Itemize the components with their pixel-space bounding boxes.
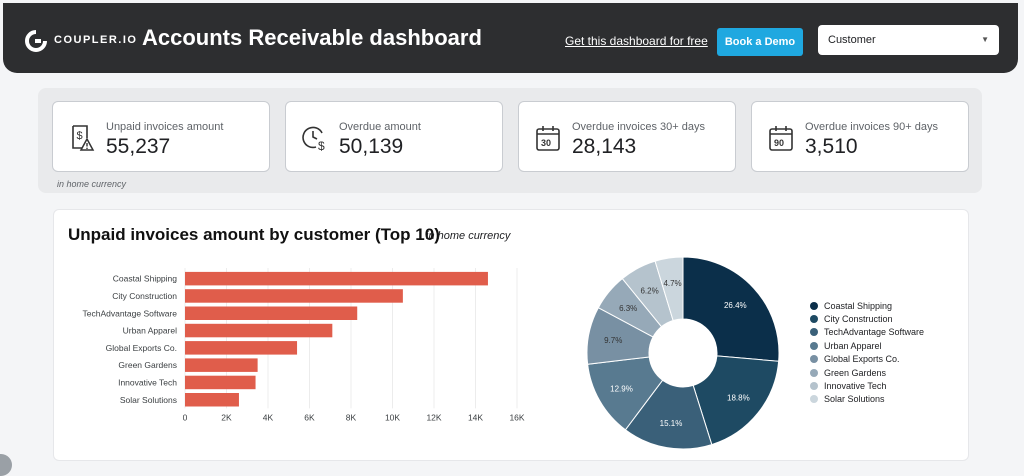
legend-item[interactable]: Green Gardens xyxy=(810,366,924,379)
kpi-label: Unpaid invoices amount xyxy=(106,121,224,133)
category-label: Global Exports Co. xyxy=(106,343,177,353)
calendar-30-icon: 30 xyxy=(536,126,560,151)
kpi-value: 3,510 xyxy=(805,135,858,158)
kpi-value: 50,139 xyxy=(339,135,404,158)
x-tick-label: 14K xyxy=(468,412,483,422)
category-label: Green Gardens xyxy=(118,360,177,370)
slice-label: 6.2% xyxy=(640,286,658,295)
chart-subtitle: in home currency xyxy=(426,230,511,242)
x-tick-label: 0 xyxy=(183,412,188,422)
svg-text:90: 90 xyxy=(774,138,784,148)
bar[interactable] xyxy=(185,358,258,372)
page-title: Accounts Receivable dashboard xyxy=(142,25,482,50)
slice-label: 15.1% xyxy=(660,419,683,428)
legend-label: City Construction xyxy=(824,314,893,325)
x-tick-label: 10K xyxy=(385,412,400,422)
category-label: Solar Solutions xyxy=(120,395,177,405)
legend-swatch xyxy=(810,341,818,350)
corner-handle-icon xyxy=(0,454,12,476)
chevron-down-icon: ▼ xyxy=(981,35,989,44)
legend-swatch xyxy=(810,355,818,364)
legend-item[interactable]: Innovative Tech xyxy=(810,379,924,392)
legend-label: Global Exports Co. xyxy=(824,354,900,365)
legend-item[interactable]: Coastal Shipping xyxy=(810,299,924,312)
slice-label: 6.3% xyxy=(619,304,637,313)
legend-label: Coastal Shipping xyxy=(824,300,893,311)
pie-slice[interactable] xyxy=(692,355,780,446)
slice-label: 4.7% xyxy=(663,279,681,288)
category-label: Urban Apparel xyxy=(123,326,177,336)
x-tick-label: 2K xyxy=(221,412,232,422)
slice-label: 18.8% xyxy=(727,393,750,402)
legend-item[interactable]: Urban Apparel xyxy=(810,339,924,352)
x-tick-label: 16K xyxy=(509,412,524,422)
calendar-90-icon: 90 xyxy=(769,126,793,151)
kpi-card-overdue-30: 30 Overdue invoices 30+ days 28,143 xyxy=(518,101,736,172)
customer-filter-select[interactable]: Customer ▼ xyxy=(818,25,999,55)
header-bar: COUPLER.IO Accounts Receivable dashboard… xyxy=(3,3,1018,73)
category-label: TechAdvantage Software xyxy=(82,308,177,318)
bar[interactable] xyxy=(185,375,256,390)
pie-slice[interactable] xyxy=(624,379,713,450)
chart-legend: Coastal Shipping City Construction TechAdv… xyxy=(810,299,924,406)
bar[interactable] xyxy=(185,393,239,407)
slice-label: 9.7% xyxy=(604,336,622,345)
legend-label: TechAdvantage Software xyxy=(824,327,925,338)
kpi-label: Overdue invoices 90+ days xyxy=(805,121,938,133)
legend-swatch xyxy=(810,368,818,377)
customer-filter-value: Customer xyxy=(828,34,876,46)
bar[interactable] xyxy=(185,306,358,321)
bar-chart: 0 2K 4K 6K 8K 10K 12K 14K 16K Coastal Shipping Cit… xyxy=(82,268,525,422)
slice-label: 26.4% xyxy=(724,301,747,310)
legend-label: Green Gardens xyxy=(824,367,887,378)
coupler-logo-icon[interactable] xyxy=(25,30,47,52)
legend-item[interactable]: Solar Solutions xyxy=(810,393,924,406)
category-label: City Construction xyxy=(112,291,177,301)
bar[interactable] xyxy=(185,323,333,338)
kpi-value: 55,237 xyxy=(106,135,171,158)
bar[interactable] xyxy=(185,341,298,355)
bar[interactable] xyxy=(185,289,403,303)
bar[interactable] xyxy=(185,271,488,286)
clock-dollar-icon: $ xyxy=(302,126,325,152)
legend-item[interactable]: City Construction xyxy=(810,312,924,325)
category-label: Coastal Shipping xyxy=(113,274,178,284)
kpi-label: Overdue invoices 30+ days xyxy=(572,121,705,133)
legend-swatch xyxy=(810,328,818,337)
chart-title: Unpaid invoices amount by customer (Top … xyxy=(68,225,440,244)
legend-swatch xyxy=(810,382,818,391)
svg-text:30: 30 xyxy=(541,138,551,148)
kpi-label: Overdue amount xyxy=(339,121,421,133)
pie-slice[interactable] xyxy=(654,256,684,322)
kpi-card-overdue: $ Overdue amount 50,139 xyxy=(285,101,503,172)
legend-swatch xyxy=(810,315,818,324)
donut-chart: 26.4% 18.8% 15.1% 12.9% 9.7% 6.3%6.2% 4.7% xyxy=(586,256,780,450)
pie-slice[interactable] xyxy=(682,256,780,362)
x-tick-label: 8K xyxy=(346,412,357,422)
legend-label: Innovative Tech xyxy=(824,381,887,392)
currency-note: in home currency xyxy=(57,179,127,189)
svg-text:$: $ xyxy=(318,139,325,152)
legend-label: Solar Solutions xyxy=(824,394,885,405)
book-demo-button[interactable]: Book a Demo xyxy=(717,28,803,56)
legend-item[interactable]: TechAdvantage Software xyxy=(810,326,924,339)
x-tick-label: 12K xyxy=(426,412,441,422)
kpi-card-overdue-90: 90 Overdue invoices 90+ days 3,510 xyxy=(751,101,969,172)
x-tick-label: 6K xyxy=(304,412,315,422)
legend-swatch xyxy=(810,395,818,404)
legend-label: Urban Apparel xyxy=(824,340,882,351)
kpi-card-unpaid: $ Unpaid invoices amount 55,237 xyxy=(52,101,270,172)
get-dashboard-link[interactable]: Get this dashboard for free xyxy=(565,34,708,48)
invoice-warning-icon: $ xyxy=(72,125,95,151)
x-tick-label: 4K xyxy=(263,412,274,422)
kpi-value: 28,143 xyxy=(572,135,637,158)
slice-label: 12.9% xyxy=(610,384,633,393)
svg-text:$: $ xyxy=(77,130,83,142)
category-label: Innovative Tech xyxy=(118,377,177,387)
legend-item[interactable]: Global Exports Co. xyxy=(810,353,924,366)
legend-swatch xyxy=(810,301,818,310)
logo-text: COUPLER.IO xyxy=(54,34,138,46)
